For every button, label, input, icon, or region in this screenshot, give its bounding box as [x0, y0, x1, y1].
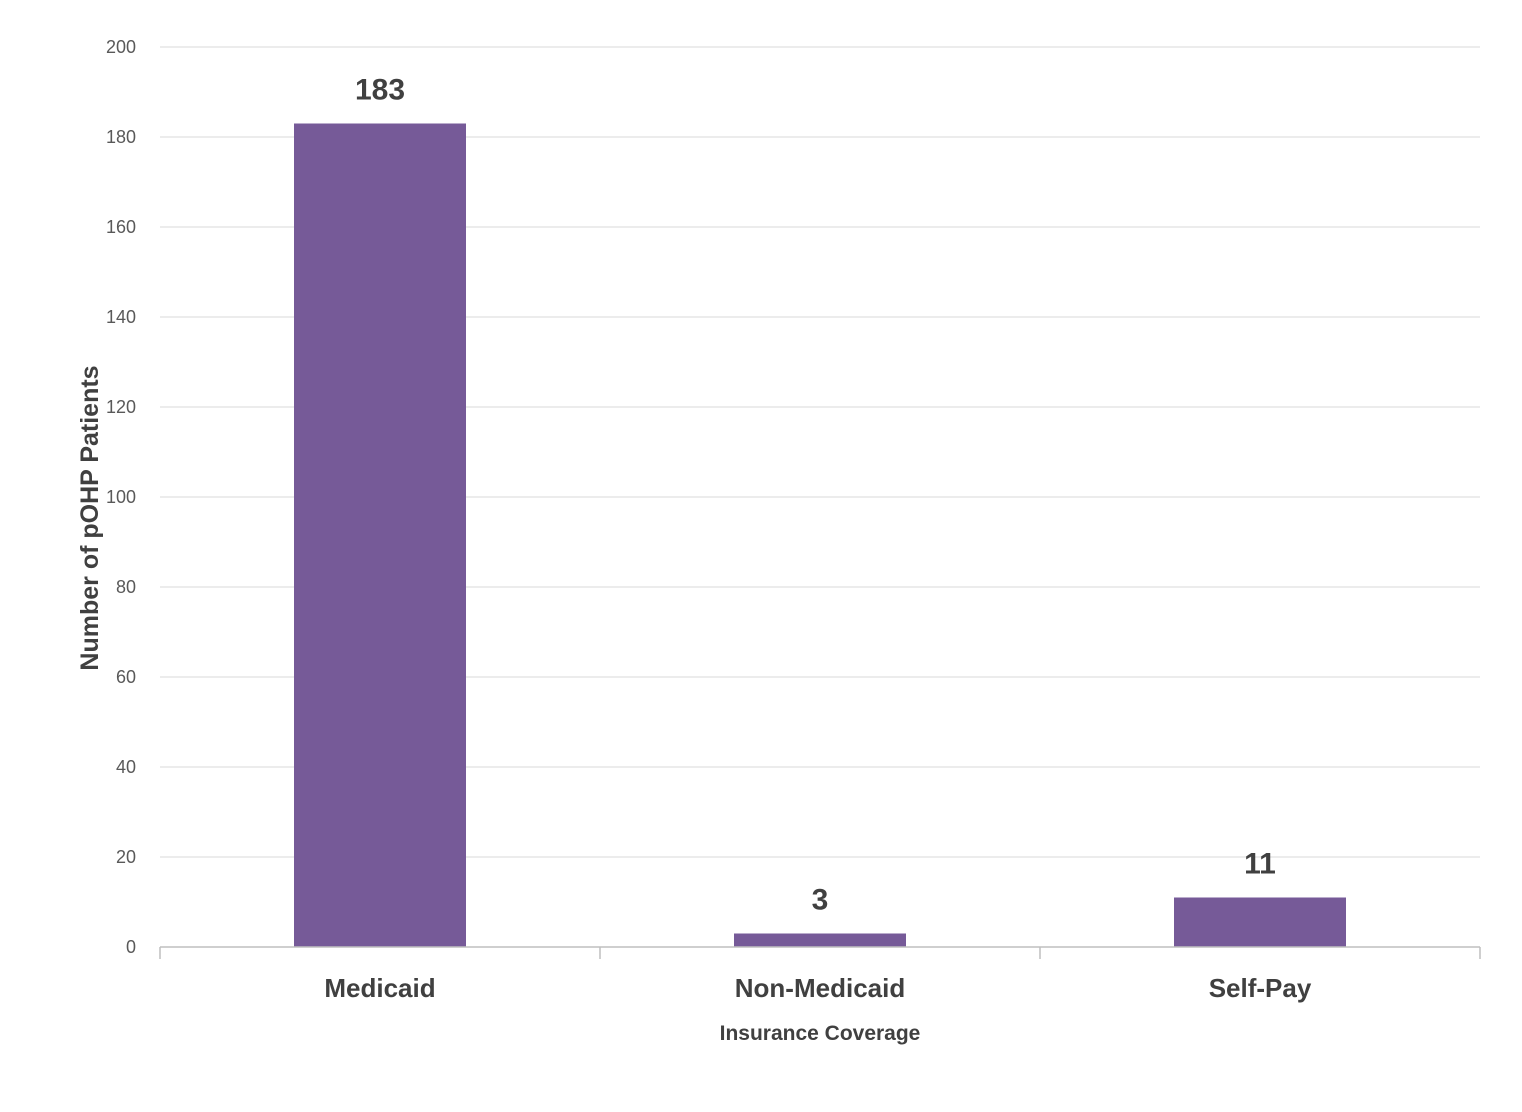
y-tick-label: 160: [106, 217, 136, 237]
y-tick-label: 60: [116, 667, 136, 687]
y-tick-label: 120: [106, 397, 136, 417]
data-label: 183: [355, 74, 405, 107]
bar-medicaid: [294, 123, 466, 947]
y-tick-label: 180: [106, 127, 136, 147]
labels: 0 20 40 60 80 100 120 140 160 180 200 183 Medicaid 3 N…: [106, 37, 1312, 1003]
y-tick-label: 200: [106, 37, 136, 57]
bar-non-medicaid: [734, 933, 906, 947]
y-tick-label: 0: [126, 937, 136, 957]
category-label: Self-Pay: [1209, 973, 1312, 1003]
category-label: Medicaid: [324, 973, 435, 1003]
x-axis-title: Insurance Coverage: [720, 1022, 921, 1045]
category-label: Non-Medicaid: [735, 973, 905, 1003]
x-axis: [159, 946, 1481, 959]
y-tick-label: 20: [116, 847, 136, 867]
y-tick-label: 80: [116, 577, 136, 597]
y-axis-title: Number of pOHP Patients: [76, 365, 104, 670]
bars: [294, 123, 1346, 947]
y-tick-label: 140: [106, 307, 136, 327]
data-label: 3: [812, 884, 829, 917]
y-tick-label: 40: [116, 757, 136, 777]
y-tick-label: 100: [106, 487, 136, 507]
data-label: 11: [1244, 848, 1276, 881]
bar-self-pay: [1174, 897, 1346, 947]
